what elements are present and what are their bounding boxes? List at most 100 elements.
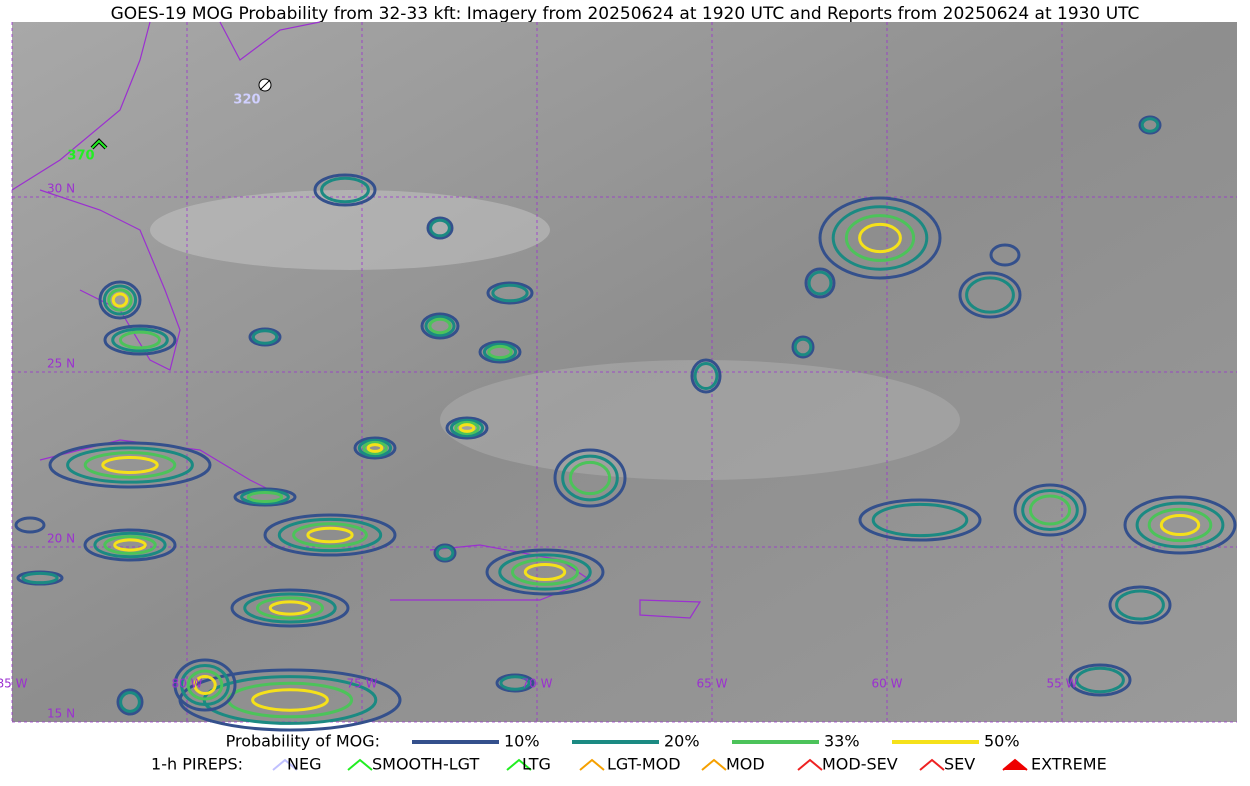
contour bbox=[243, 592, 337, 624]
lat-label: 25 N bbox=[47, 357, 75, 371]
contour bbox=[1068, 663, 1132, 697]
contour bbox=[1075, 666, 1125, 694]
contour bbox=[193, 675, 217, 695]
contour bbox=[553, 448, 627, 508]
contour bbox=[804, 267, 836, 299]
contour bbox=[495, 673, 535, 693]
contour bbox=[561, 454, 619, 502]
pirep-report: 320 bbox=[233, 78, 272, 108]
contour bbox=[268, 600, 312, 616]
contour bbox=[263, 513, 397, 557]
contour bbox=[1140, 117, 1160, 133]
contour bbox=[424, 315, 456, 337]
contour bbox=[989, 243, 1021, 267]
pirep-label: SMOOTH-LGT bbox=[372, 755, 479, 774]
contour bbox=[1108, 585, 1172, 625]
lon-label: 65 W bbox=[697, 677, 728, 691]
contour bbox=[83, 451, 177, 479]
contour bbox=[498, 553, 592, 591]
legend-label: 10% bbox=[504, 732, 540, 751]
contour bbox=[486, 281, 534, 305]
contour bbox=[487, 344, 513, 360]
contour bbox=[478, 340, 522, 364]
contour bbox=[454, 420, 480, 436]
pirep-label: MOD-SEV bbox=[822, 755, 898, 774]
contour bbox=[366, 443, 384, 453]
contour bbox=[1159, 513, 1201, 537]
contour bbox=[251, 329, 279, 345]
pirep-symbol bbox=[1002, 758, 1028, 771]
contour bbox=[818, 196, 942, 280]
border bbox=[219, 21, 321, 61]
contour bbox=[445, 416, 489, 440]
contour bbox=[426, 216, 454, 240]
legend-label: 20% bbox=[664, 732, 700, 751]
pirep-symbol bbox=[506, 758, 532, 771]
contour bbox=[1138, 115, 1162, 135]
pirep-symbol bbox=[701, 758, 727, 771]
contour bbox=[107, 288, 133, 312]
contour bbox=[48, 441, 212, 489]
legend-title: Probability of MOG: bbox=[226, 732, 380, 751]
lon-label: 60 W bbox=[872, 677, 903, 691]
contour bbox=[240, 489, 290, 505]
contour bbox=[119, 691, 141, 713]
contour bbox=[1123, 495, 1237, 555]
title: GOES-19 MOG Probability from 32-33 kft: … bbox=[111, 4, 1140, 24]
report-label: 320 bbox=[233, 93, 260, 108]
lon-label: 75 W bbox=[347, 677, 378, 691]
contour bbox=[66, 446, 194, 484]
pirep-label: EXTREME bbox=[1031, 755, 1107, 774]
neg-symbol bbox=[259, 79, 271, 91]
contour bbox=[433, 543, 457, 563]
contour bbox=[21, 571, 59, 585]
contour bbox=[428, 317, 452, 335]
ltg-symbol bbox=[91, 139, 107, 149]
contour bbox=[568, 460, 612, 496]
contour bbox=[113, 538, 147, 552]
contour bbox=[482, 342, 518, 362]
pirep-symbol bbox=[919, 758, 945, 771]
contour bbox=[458, 423, 476, 433]
contour bbox=[1013, 483, 1087, 537]
contour bbox=[1135, 501, 1225, 549]
contour bbox=[871, 502, 969, 538]
cloud-band bbox=[150, 190, 550, 270]
legend-label: 33% bbox=[824, 732, 860, 751]
contour bbox=[103, 324, 177, 356]
contour bbox=[186, 669, 224, 701]
contour bbox=[693, 362, 719, 390]
pirep-symbol bbox=[579, 758, 605, 771]
contour bbox=[523, 563, 567, 581]
contour bbox=[449, 418, 485, 438]
contour bbox=[690, 358, 722, 394]
contour bbox=[1028, 494, 1072, 526]
contour bbox=[420, 312, 460, 340]
contour bbox=[320, 176, 370, 204]
contour bbox=[511, 558, 579, 586]
lon-label: 80 W bbox=[172, 677, 203, 691]
lon-label: 85 W bbox=[0, 677, 28, 691]
contour bbox=[116, 688, 144, 716]
contour bbox=[1021, 489, 1079, 531]
contour bbox=[353, 436, 397, 460]
report-label: 370 bbox=[67, 149, 94, 164]
contour bbox=[256, 596, 324, 620]
contour bbox=[14, 516, 46, 534]
pirep-symbol bbox=[272, 758, 298, 771]
pirep-symbol bbox=[347, 758, 373, 771]
contour bbox=[233, 487, 297, 507]
contour bbox=[858, 498, 982, 542]
lon-label: 70 W bbox=[522, 677, 553, 691]
contour bbox=[248, 327, 282, 347]
contour bbox=[292, 522, 368, 548]
pirep-label: NEG bbox=[287, 755, 321, 774]
contour bbox=[246, 491, 284, 503]
contour bbox=[958, 271, 1022, 319]
contour bbox=[491, 283, 529, 303]
lat-label: 30 N bbox=[47, 182, 75, 196]
contour bbox=[831, 205, 929, 271]
contour bbox=[102, 284, 138, 316]
contour bbox=[435, 545, 455, 561]
